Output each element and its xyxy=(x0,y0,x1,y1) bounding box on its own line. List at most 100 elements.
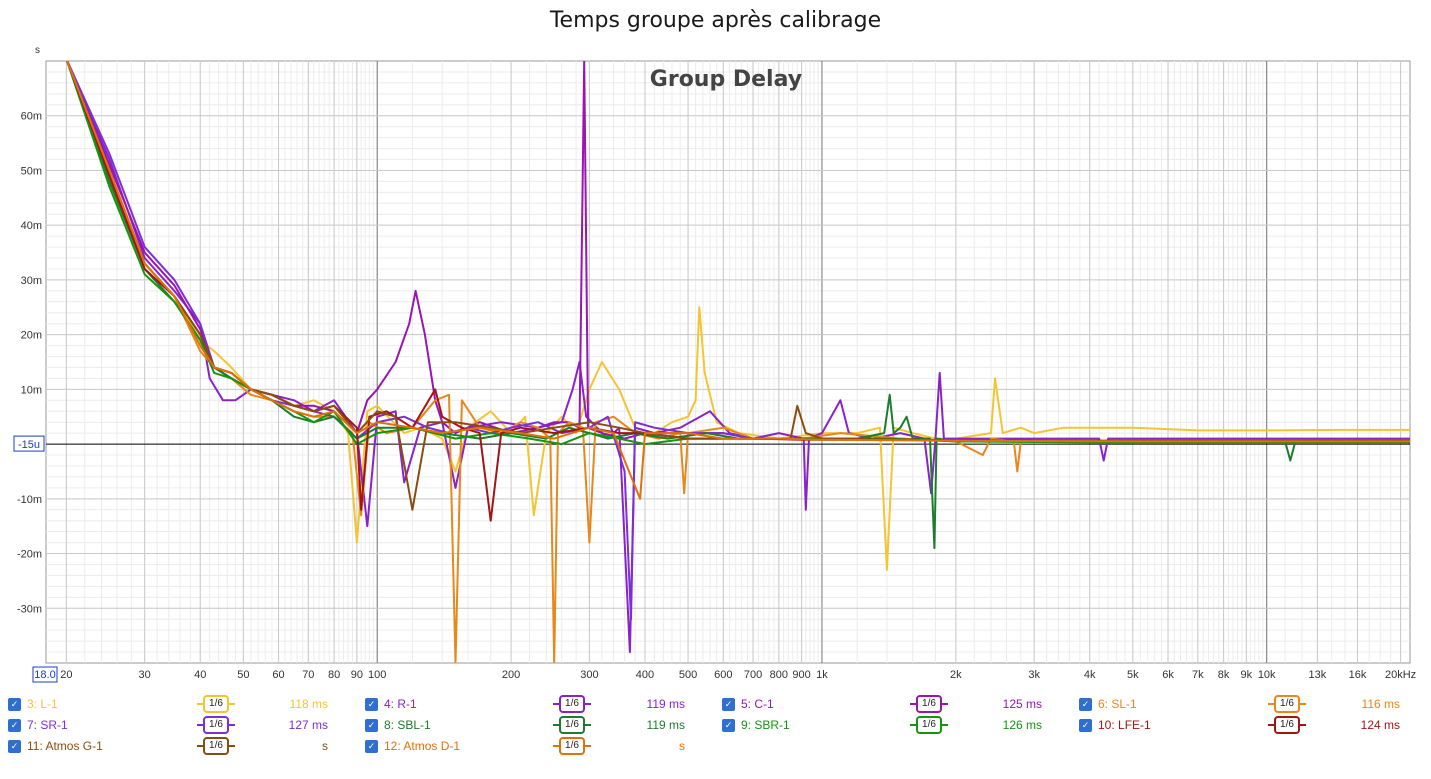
legend-checkbox[interactable]: ✓ xyxy=(8,697,21,711)
legend-smoothing-label: 1/6 xyxy=(915,695,943,713)
grid: Group Delay xyxy=(45,60,1411,664)
legend-smoothing-label: 1/6 xyxy=(558,716,586,734)
legend-label: 5: C-1 xyxy=(741,697,774,711)
x-tick-label: 300 xyxy=(580,669,598,681)
legend-smoothing-button[interactable]: 1/6 xyxy=(910,695,949,713)
x-tick-label: 13k xyxy=(1308,669,1326,681)
y-tick-label: 50m xyxy=(21,165,42,177)
x-tick-label: 70 xyxy=(302,669,314,681)
legend-smoothing-label: 1/6 xyxy=(558,737,586,755)
x-tick-label: 700 xyxy=(744,669,762,681)
x-tick-label: 500 xyxy=(679,669,697,681)
legend-label: 4: R-1 xyxy=(384,697,417,711)
legend-checkbox[interactable]: ✓ xyxy=(1079,718,1092,732)
legend-delay: 126 ms xyxy=(1002,718,1042,732)
legend-smoothing-button[interactable]: 1/6 xyxy=(910,716,949,734)
legend-checkbox[interactable]: ✓ xyxy=(365,718,378,732)
legend-item[interactable]: ✓ 6: SL-1 xyxy=(1079,694,1137,714)
legend-item[interactable]: ✓ 3: L-1 xyxy=(8,694,58,714)
x-tick-label: 20 xyxy=(60,669,72,681)
legend-smoothing-button[interactable]: 1/6 xyxy=(197,695,236,713)
legend-checkbox[interactable]: ✓ xyxy=(722,697,735,711)
x-tick-label: 8k xyxy=(1218,669,1230,681)
y-tick-label: 60m xyxy=(21,111,42,123)
x-tick-label: 1k xyxy=(816,669,828,681)
x-tick-label: 200 xyxy=(502,669,520,681)
y-unit-label: s xyxy=(35,45,40,56)
legend-item[interactable]: ✓ 4: R-1 xyxy=(365,694,417,714)
legend-delay: 116 ms xyxy=(1361,697,1400,711)
y-tick-label: 30m xyxy=(21,275,42,287)
legend-delay: 119 ms xyxy=(646,697,685,711)
series-layer xyxy=(66,61,1410,663)
legend-item[interactable]: ✓ 10: LFE-1 xyxy=(1079,715,1151,735)
x-tick-label: 5k xyxy=(1127,669,1139,681)
legend: ✓ 3: L-1 1/6 118 ms ✓ 4: R-1 1/6 119 ms ✓ 5: C-1 1… xyxy=(0,692,1431,779)
y-tick-label: 20m xyxy=(21,330,42,342)
legend-label: 9: SBR-1 xyxy=(741,718,790,732)
legend-checkbox[interactable]: ✓ xyxy=(1079,697,1092,711)
legend-checkbox[interactable]: ✓ xyxy=(722,718,735,732)
cursor-x-box xyxy=(32,666,58,683)
cursor-y-label: -15u xyxy=(18,439,40,451)
legend-delay: 124 ms xyxy=(1360,718,1400,732)
x-tick-label: 7k xyxy=(1192,669,1204,681)
x-tick-label: 20kHz xyxy=(1385,669,1416,681)
legend-item[interactable]: ✓ 7: SR-1 xyxy=(8,715,68,735)
x-tick-label: 800 xyxy=(770,669,788,681)
x-tick-label: 600 xyxy=(714,669,732,681)
x-tick-label: 4k xyxy=(1084,669,1096,681)
y-tick-label: -20m xyxy=(17,549,42,561)
x-tick-label: 30 xyxy=(139,669,151,681)
legend-delay: 118 ms xyxy=(289,697,328,711)
group-delay-plot[interactable]: Group Delay 60m 50m 40m 30m 20m 10m -10m -20m -3… xyxy=(0,0,1431,692)
legend-smoothing-button[interactable]: 1/6 xyxy=(197,716,236,734)
legend-checkbox[interactable]: ✓ xyxy=(365,739,378,753)
legend-smoothing-button[interactable]: 1/6 xyxy=(1268,716,1307,734)
legend-smoothing-button[interactable]: 1/6 xyxy=(1268,695,1307,713)
cursor-y-box xyxy=(13,435,45,452)
x-tick-label: 80 xyxy=(328,669,340,681)
legend-item[interactable]: ✓ 8: SBL-1 xyxy=(365,715,431,735)
x-tick-label: 3k xyxy=(1028,669,1040,681)
x-tick-label: 90 xyxy=(351,669,363,681)
x-tick-label: 6k xyxy=(1162,669,1174,681)
legend-smoothing-button[interactable]: 1/6 xyxy=(553,737,592,755)
legend-delay: 119 ms xyxy=(646,718,685,732)
legend-item[interactable]: ✓ 12: Atmos D-1 xyxy=(365,736,460,756)
legend-item[interactable]: ✓ 11: Atmos G-1 xyxy=(8,736,103,756)
x-tick-label: 40 xyxy=(194,669,206,681)
series-line-1 xyxy=(66,61,1410,571)
legend-item[interactable]: ✓ 9: SBR-1 xyxy=(722,715,790,735)
legend-checkbox[interactable]: ✓ xyxy=(8,718,21,732)
plot-area xyxy=(45,60,1411,664)
x-tick-label: 400 xyxy=(636,669,654,681)
axes: 60m 50m 40m 30m 20m 10m -10m -20m -30m s 20 30 40 50 6… xyxy=(13,45,1416,683)
y-tick-label: 40m xyxy=(21,220,42,232)
legend-label: 11: Atmos G-1 xyxy=(27,739,103,753)
x-tick-label: 9k xyxy=(1241,669,1253,681)
legend-label: 12: Atmos D-1 xyxy=(384,739,461,753)
chart-title: Temps groupe après calibrage xyxy=(549,8,882,33)
x-tick-label: 10k xyxy=(1258,669,1276,681)
legend-delay: 125 ms xyxy=(1002,697,1042,711)
legend-smoothing-button[interactable]: 1/6 xyxy=(197,737,236,755)
legend-label: 3: L-1 xyxy=(27,697,58,711)
legend-checkbox[interactable]: ✓ xyxy=(8,739,21,753)
legend-checkbox[interactable]: ✓ xyxy=(365,697,378,711)
cursor-x-label: 18.0 xyxy=(34,669,55,681)
legend-item[interactable]: ✓ 5: C-1 xyxy=(722,694,774,714)
legend-label: 10: LFE-1 xyxy=(1098,718,1151,732)
group-delay-watermark: Group Delay xyxy=(650,67,802,92)
x-tick-label: 16k xyxy=(1349,669,1367,681)
legend-smoothing-label: 1/6 xyxy=(558,695,586,713)
legend-label: 6: SL-1 xyxy=(1098,697,1137,711)
y-tick-label: 10m xyxy=(21,384,42,396)
legend-delay: s xyxy=(679,739,685,753)
series-line-10 xyxy=(66,61,1410,500)
legend-smoothing-button[interactable]: 1/6 xyxy=(553,695,592,713)
legend-smoothing-button[interactable]: 1/6 xyxy=(553,716,592,734)
legend-smoothing-label: 1/6 xyxy=(1273,716,1301,734)
y-tick-label: -10m xyxy=(17,494,42,506)
x-tick-label: 50 xyxy=(237,669,249,681)
